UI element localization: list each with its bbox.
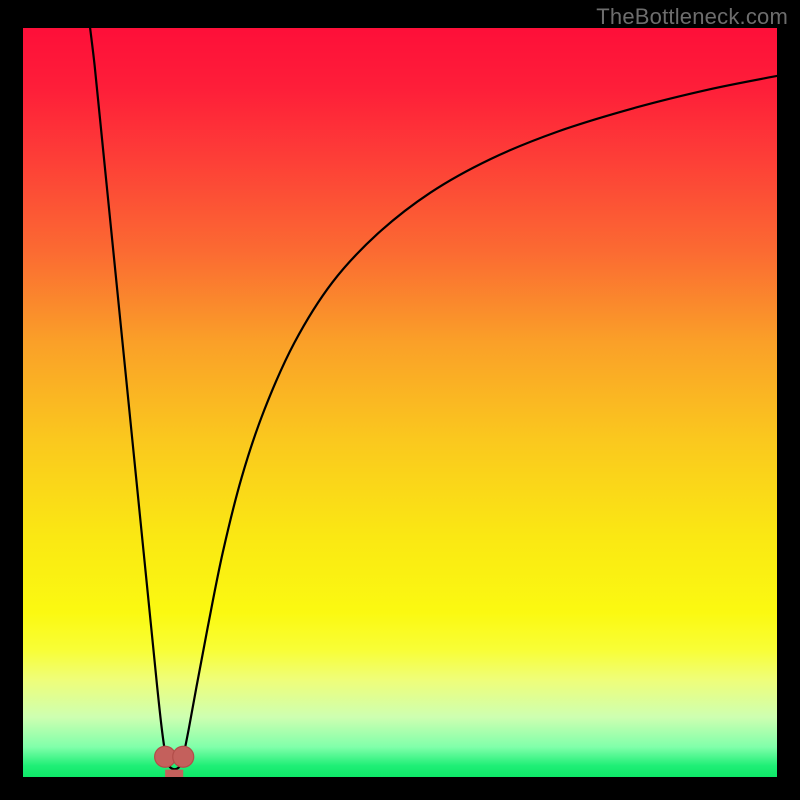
- watermark-text: TheBottleneck.com: [596, 4, 788, 30]
- chart-canvas: TheBottleneck.com: [0, 0, 800, 800]
- marker-connector: [165, 770, 183, 777]
- plot-area: [23, 28, 777, 777]
- gradient-background: [23, 28, 777, 777]
- chart-svg: [23, 28, 777, 777]
- marker-circle-1: [173, 746, 194, 767]
